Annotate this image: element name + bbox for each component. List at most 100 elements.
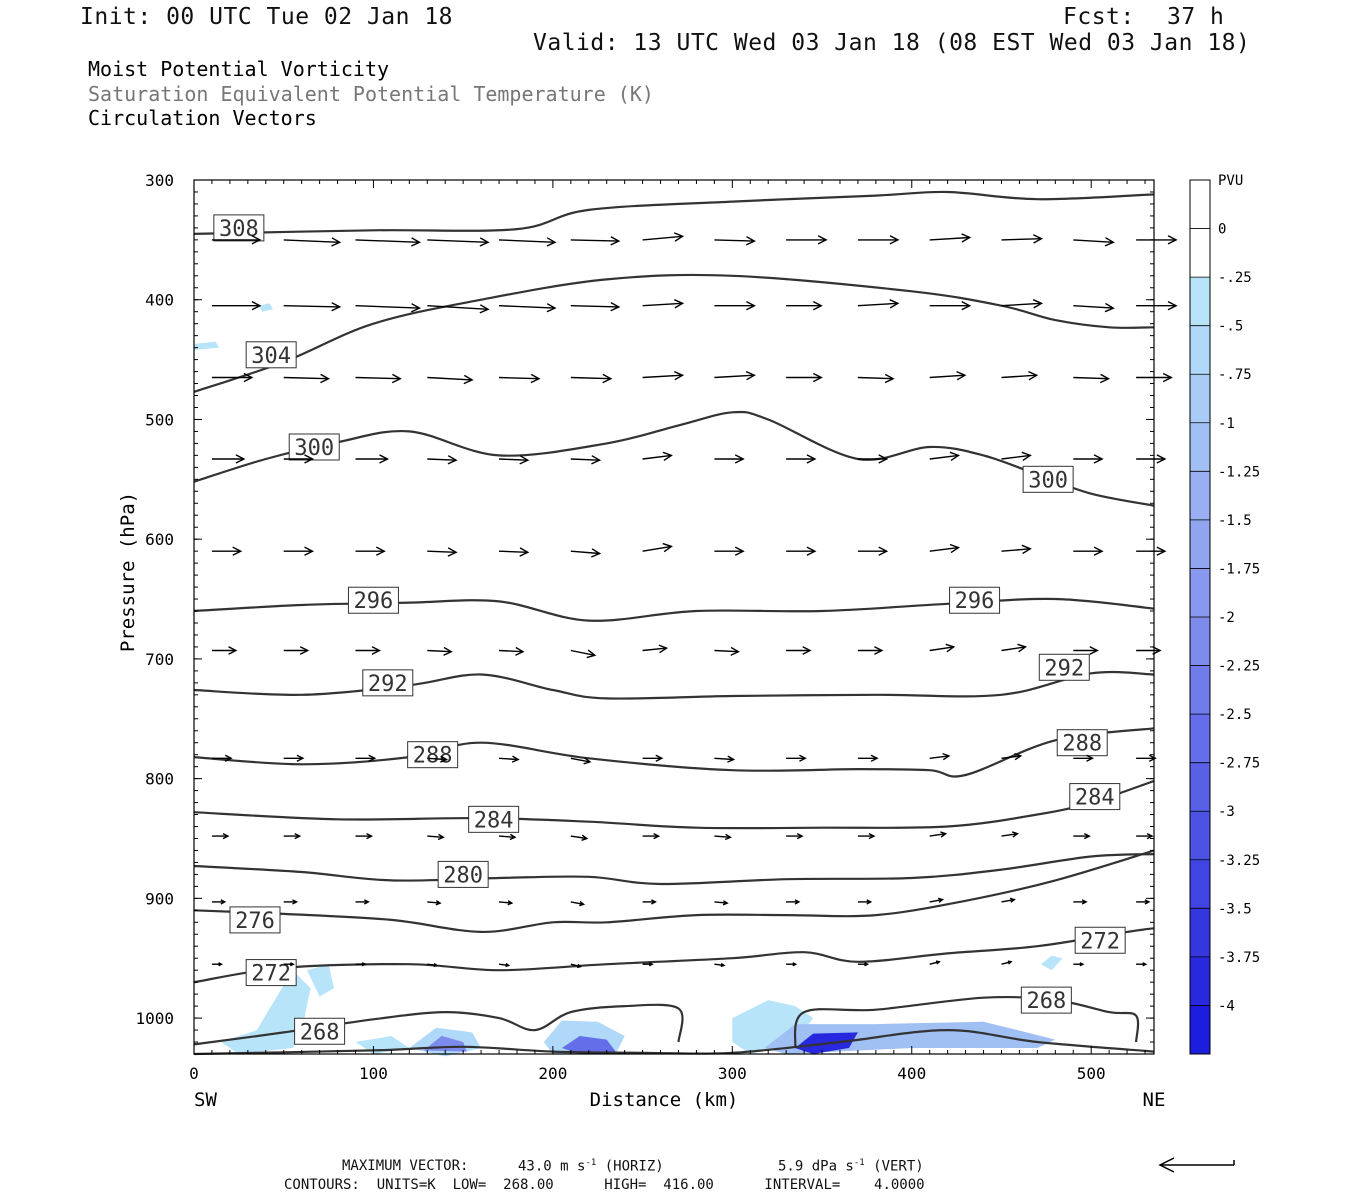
vector-head [1021,451,1032,461]
colorbar-swatch [1190,665,1210,715]
forecast-label: Fcst: [1063,4,1135,30]
circulation-vector [1001,238,1042,241]
contour-label-box [245,341,297,369]
colorbar-label: 0 [1218,222,1226,238]
vector-head [437,833,445,841]
theta-contour [193,410,1155,507]
contour-label-box [1020,986,1072,1014]
contour-label-box [437,860,489,888]
vector-head [251,235,262,245]
vector-head [940,831,948,838]
vector-head [942,752,951,761]
vector-head [648,962,654,967]
vector-head [610,301,621,312]
vector-head [224,754,233,762]
vector-head [411,237,422,247]
vector-head [519,547,530,557]
y-tick-label: 600 [145,530,174,549]
vector-head [463,374,474,385]
pv-shading-layer [194,303,1063,1057]
circulation-vector [929,236,970,241]
vector-head [1144,899,1151,905]
contour-info: CONTOURS: UNITS=K LOW= 268.00 HIGH= 416.… [284,1177,925,1193]
colorbar-label: -3.5 [1218,901,1252,917]
colorbar-label: -2.5 [1218,707,1252,723]
circulation-vector [642,302,683,307]
circulation-vector [427,963,437,967]
vector-head [949,451,961,461]
colorbar-swatch [1190,714,1210,763]
colorbar-label: -1.75 [1218,561,1260,577]
vector-head [734,454,745,464]
circulation-vector [642,647,667,652]
vector-head [1089,646,1099,655]
vector-head [651,899,657,905]
vector-head [720,962,726,968]
vector-head [1032,299,1044,309]
vector-head [586,649,597,659]
vector-head [655,754,664,762]
circulation-vector [929,833,946,837]
contour-label: 292 [368,672,408,697]
vector-head [583,757,592,765]
vector-head [440,755,449,763]
y-tick-label: 1000 [135,1009,174,1028]
vector-head [674,299,685,309]
contour-label-box [949,586,1001,614]
circulation-vector [498,305,556,309]
vector-head [935,960,941,965]
colorbar-label: -3.25 [1218,853,1260,869]
vector-head [591,548,602,558]
horiz-exponent: -1 [585,1158,597,1168]
vector-head [1081,899,1088,905]
field-title-2: Saturation Equivalent Potential Temperat… [88,82,654,106]
colorbar-swatch [1190,811,1210,860]
vector-head [662,451,673,461]
circulation-vector [427,376,473,381]
vector-head [371,646,382,655]
vector-head [320,373,331,384]
vector-head [722,900,729,906]
vector-head [724,833,732,841]
vector-head [1156,546,1167,556]
colorbar-label: -3.75 [1218,950,1260,966]
colorbar-label: -.25 [1218,270,1252,286]
circulation-vector [929,646,954,652]
vector-head [806,546,817,556]
circulation-vector [1001,833,1018,837]
y-axis-title: Pressure (hPa) [117,492,139,652]
vector-head [1093,454,1104,464]
vector-head [232,546,243,556]
theta-contour [193,853,1155,886]
vector-head [304,454,315,464]
vector-head [331,237,342,247]
circulation-vector [570,963,581,968]
circulation-vector [498,458,528,461]
colorbar-unit: PVU [1218,173,1243,189]
colorbar-swatch [1190,374,1210,423]
vector-head [1156,454,1167,464]
vector-head [1028,370,1039,381]
vector-head [511,755,520,763]
pv-patch [307,964,334,997]
contour-label: 292 [1044,656,1084,681]
y-tick-label: 400 [145,291,174,310]
circulation-vector [570,376,611,380]
vector-head [662,542,673,553]
vector-head [1086,754,1095,762]
field-title-3: Circulation Vectors [88,106,317,130]
contour-label-box [1069,783,1121,811]
plot-border [193,179,1155,1055]
circulation-vector [642,545,672,552]
vector-head [1083,832,1091,840]
circulation-vector [355,376,401,380]
contour-label: 268 [1026,989,1066,1014]
vector-head [1167,300,1178,311]
circulation-vector [355,239,420,243]
contour-label: 272 [251,962,291,987]
vector-head [530,373,541,384]
colorbar-swatch [1190,180,1210,229]
forecast-hour: 37 h [1167,4,1225,30]
vector-head [375,546,386,556]
circulation-vector [570,649,595,656]
